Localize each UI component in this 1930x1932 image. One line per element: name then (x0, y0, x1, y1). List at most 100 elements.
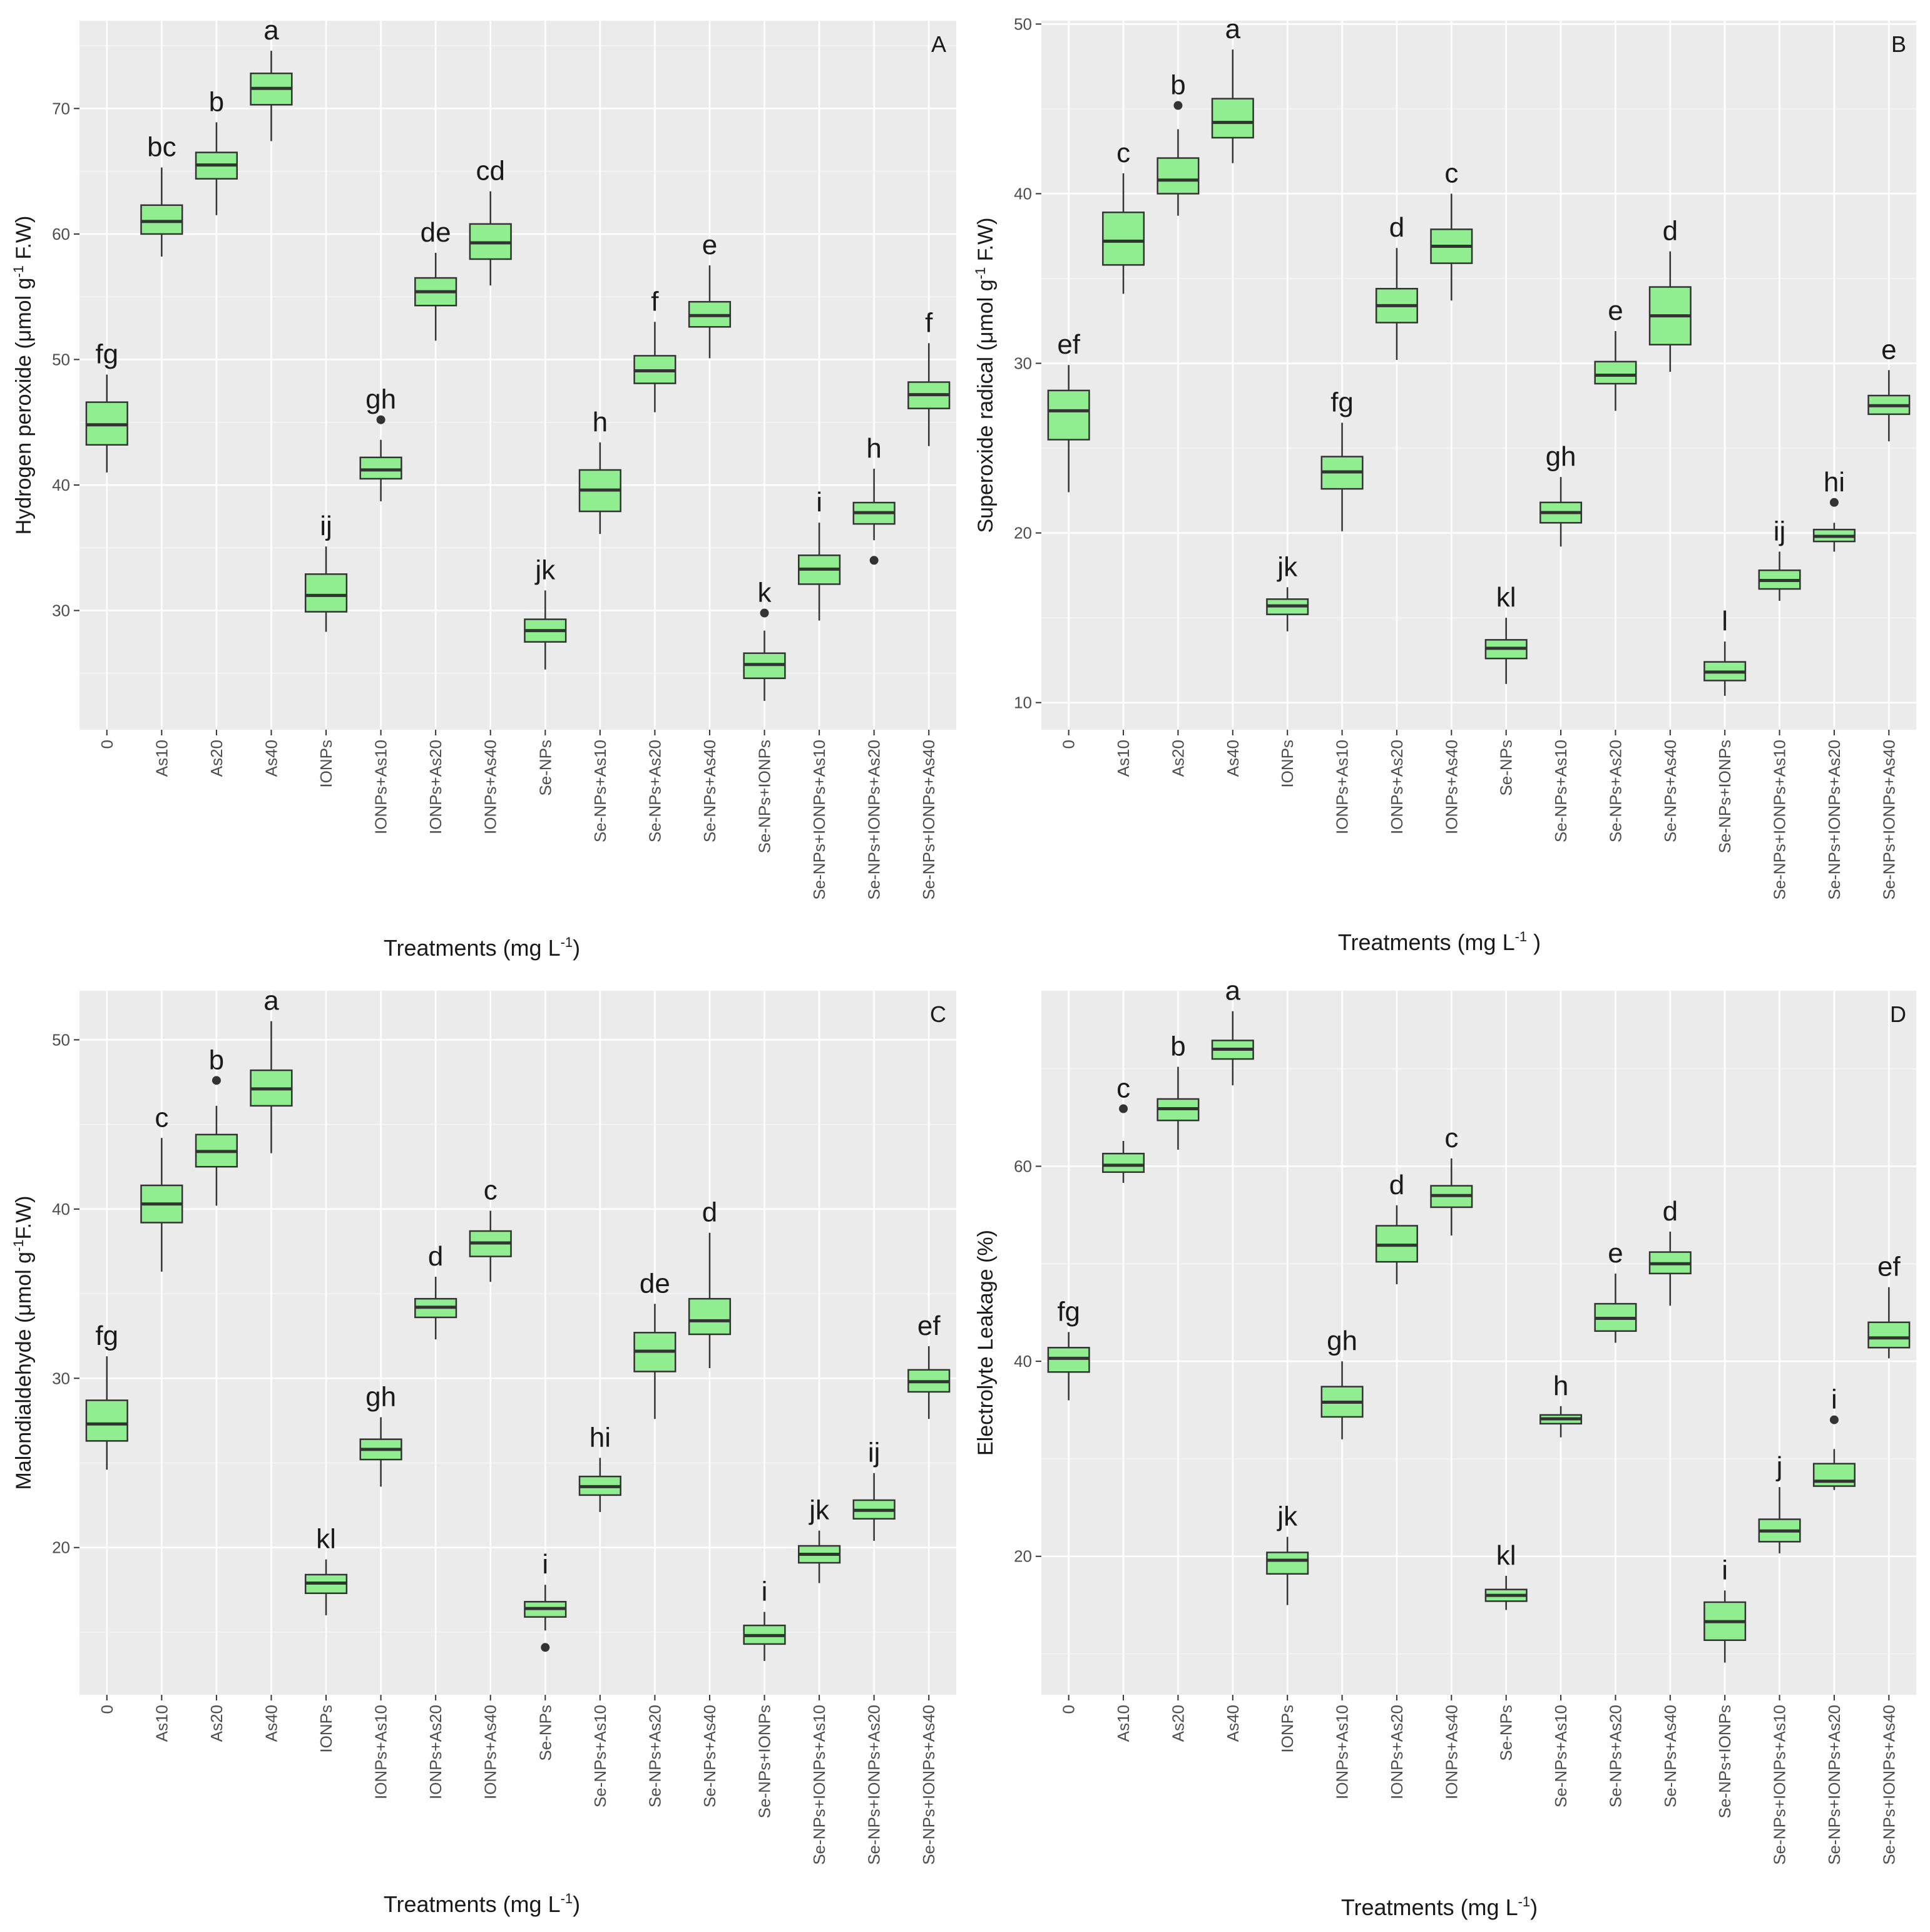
box-iqr (1102, 1152, 1145, 1173)
box-11: d (1648, 1196, 1692, 1306)
significance-letter: cd (476, 156, 504, 187)
panel-d: 20 40 60 fg c b a jk gh d c kl h e d i j i ef 0 As10 As20 As40… (974, 976, 1916, 1920)
box-15: e (1867, 334, 1911, 442)
significance-letter: b (209, 86, 224, 117)
box-5: gh (1320, 1326, 1364, 1439)
y-axis-title-suffix: F.W) (974, 218, 998, 267)
significance-letter: f (651, 286, 659, 317)
y-axis-title: Electrolyte Leakage (%) (974, 1230, 998, 1456)
significance-letter: b (209, 1045, 224, 1075)
x-tick-label: Se-NPs+As10 (591, 740, 610, 842)
significance-letter: ij (1774, 516, 1786, 546)
x-axis-title: Treatments (mg L-1) (384, 934, 580, 961)
x-tick-label: Se-NPs+IONPs+As20 (865, 1705, 884, 1865)
significance-letter: a (1225, 976, 1241, 1006)
box-14: i (1812, 1384, 1856, 1490)
box-0: fg (1047, 1296, 1090, 1401)
x-tick-label: 0 (1059, 740, 1078, 749)
significance-letter: d (1389, 212, 1404, 243)
plot-background (79, 991, 956, 1695)
significance-letter: c (1444, 1123, 1458, 1153)
x-tick-label: IONPs+As20 (426, 740, 445, 834)
x-tick-label: Se-NPs (536, 740, 554, 796)
box-iqr (688, 1297, 732, 1336)
box-iqr (1266, 1551, 1309, 1575)
box-6: d (1375, 212, 1418, 360)
y-tick-label: 20 (1014, 524, 1032, 543)
x-tick-label: 0 (98, 740, 116, 749)
box-2: b (1156, 70, 1200, 216)
box-iqr (1102, 212, 1145, 266)
box-5: gh (359, 1381, 402, 1487)
significance-letter: c (155, 1102, 168, 1133)
box-7: c (1430, 1123, 1473, 1236)
x-tick-label: Se-NPs (536, 1705, 554, 1761)
x-tick-label: IONPs+As10 (372, 740, 391, 834)
box-8: jk (524, 555, 567, 670)
box-3: a (1211, 976, 1254, 1086)
panel-c: 20 30 40 50 fg c b a kl gh d c i hi de d i jk ij ef 0 As10 As2… (11, 986, 956, 1917)
box-9: h (578, 407, 621, 534)
significance-letter: c (484, 1175, 498, 1206)
box-9: gh (1539, 441, 1583, 547)
x-tick-label: Se-NPs+As20 (645, 1705, 664, 1807)
x-tick-label: Se-NPs+IONPs (1715, 1705, 1734, 1818)
x-tick-label: IONPs+As20 (1387, 740, 1406, 834)
significance-letter: h (1553, 1371, 1568, 1401)
significance-letter: k (758, 578, 772, 608)
significance-letter: d (1663, 216, 1678, 247)
box-12: i (743, 1576, 786, 1661)
x-axis-title: Treatments (mg L-1) (384, 1891, 580, 1917)
x-tick-label: Se-NPs+As10 (591, 1705, 610, 1807)
outlier-point (1829, 1415, 1839, 1424)
x-tick-label: Se-NPs+IONPs+As20 (865, 740, 884, 900)
box-1: bc (140, 132, 183, 257)
box-10: de (633, 1268, 677, 1419)
x-tick-label: As10 (152, 1705, 171, 1742)
y-tick-label: 70 (52, 99, 70, 118)
x-axis-title-superscript: -1 (561, 934, 573, 950)
x-tick-label: Se-NPs+As40 (1661, 740, 1680, 842)
significance-letter: hi (1824, 467, 1845, 498)
x-tick-label: Se-NPs+As10 (1551, 740, 1570, 842)
significance-letter: ij (320, 511, 332, 541)
y-axis-title-suffix: F.W) (12, 1196, 36, 1240)
x-tick-label: Se-NPs+IONPs+As40 (1879, 1705, 1898, 1865)
x-axis-title-suffix: ) (1530, 1894, 1538, 1920)
box-12: l (1703, 606, 1747, 696)
y-axis-title-text: Malondialdehyde (μmol g (12, 1252, 36, 1490)
significance-letter: d (1663, 1196, 1678, 1227)
y-tick-label: 40 (52, 476, 70, 494)
x-tick-label: IONPs+As20 (426, 1705, 445, 1799)
x-tick-label: IONPs+As40 (1442, 1705, 1461, 1799)
significance-letter: c (1116, 1073, 1130, 1104)
significance-letter: gh (365, 384, 396, 415)
significance-letter: b (1170, 1031, 1185, 1062)
significance-letter: de (421, 217, 451, 248)
x-tick-label: Se-NPs+IONPs+As10 (1770, 1705, 1789, 1865)
box-11: d (688, 1197, 732, 1369)
box-10: e (1594, 295, 1637, 411)
significance-letter: fg (1330, 387, 1354, 417)
x-tick-label: As40 (262, 740, 280, 777)
box-4: ij (304, 511, 348, 632)
y-axis-title: Hydrogen peroxide (μmol g-1 F.W) (11, 216, 36, 535)
box-11: d (1648, 216, 1692, 372)
box-10: e (1594, 1238, 1637, 1343)
box-5: fg (1320, 387, 1364, 531)
box-15: f (907, 307, 951, 446)
significance-letter: fg (95, 1321, 118, 1351)
box-10: f (633, 286, 677, 412)
x-tick-label: Se-NPs+IONPs+As40 (919, 740, 938, 900)
x-tick-label: As20 (207, 1705, 226, 1742)
significance-letter: i (1831, 1384, 1837, 1415)
significance-letter: fg (1057, 1296, 1080, 1327)
box-0: fg (85, 1321, 128, 1470)
box-8: i (524, 1549, 567, 1652)
significance-letter: bc (147, 132, 176, 163)
significance-letter: kl (316, 1524, 336, 1555)
x-tick-label: As10 (1114, 740, 1133, 777)
panel-tag: D (1890, 1001, 1906, 1027)
